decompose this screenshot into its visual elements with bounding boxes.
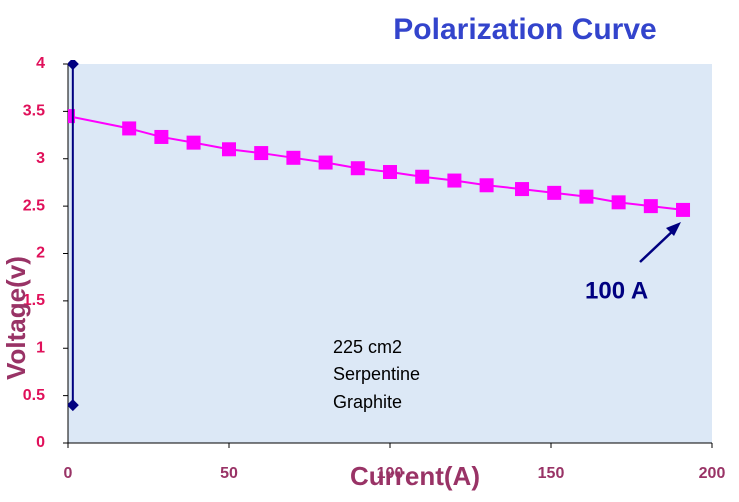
marker [676, 202, 691, 217]
y-tick-label: 3 [36, 150, 45, 167]
chart-title: Polarization Curve [393, 13, 656, 46]
marker [515, 182, 530, 197]
y-tick-label: 1.5 [23, 292, 45, 309]
marker [68, 399, 79, 412]
marker [68, 60, 79, 70]
marker [547, 185, 562, 200]
x-tick-label: 50 [220, 465, 238, 482]
marker [350, 161, 365, 176]
annotation: Graphite [333, 392, 402, 412]
annotation: Serpentine [333, 364, 420, 384]
y-tick-label: 4 [36, 55, 45, 72]
x-tick-label: 200 [699, 465, 726, 482]
marker [122, 121, 137, 136]
arrow-head [666, 222, 681, 236]
arrow [639, 227, 677, 263]
y-axis-label: Voltage(v) [1, 256, 31, 380]
x-tick-label: 0 [64, 465, 73, 482]
marker [286, 150, 301, 165]
y-tick-label: 3.5 [23, 103, 45, 120]
marker [383, 165, 397, 180]
arrow-label: 100 A [585, 277, 648, 304]
x-axis-label: Current(A) [350, 461, 480, 491]
plot-area [68, 64, 712, 443]
marker [579, 189, 594, 204]
marker [479, 178, 494, 193]
y-tick-label: 0 [36, 434, 45, 451]
marker [154, 129, 169, 144]
y-tick-label: 0.5 [23, 387, 45, 404]
x-tick-label: 100 [377, 465, 404, 482]
marker [447, 173, 462, 188]
marker [254, 146, 269, 161]
marker [611, 195, 626, 210]
marker [318, 155, 333, 170]
y-tick-label: 1 [36, 339, 45, 356]
annotation: 225 cm2 [333, 337, 402, 357]
marker [68, 109, 75, 124]
x-tick-label: 150 [538, 465, 565, 482]
y-tick-label: 2.5 [23, 197, 45, 214]
marker [222, 142, 236, 157]
marker [186, 135, 201, 150]
plot-series [68, 60, 691, 412]
marker [643, 199, 658, 214]
marker [415, 169, 430, 184]
y-tick-label: 2 [36, 245, 45, 262]
